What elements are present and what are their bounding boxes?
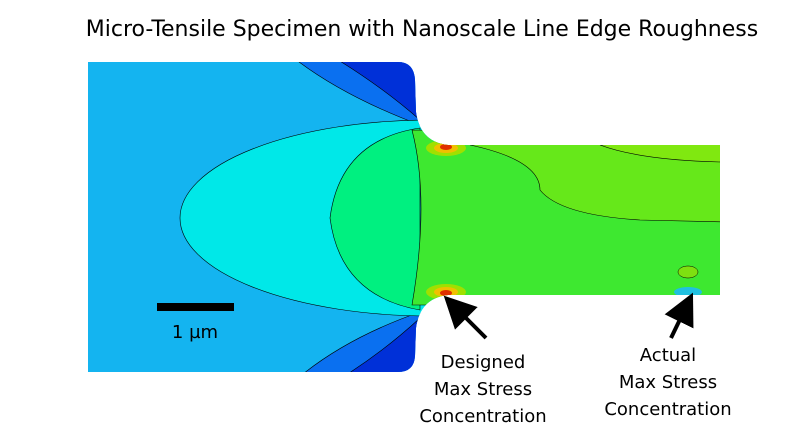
annotation-line: Designed [441,352,526,373]
annotation-line: Max Stress [619,372,717,393]
arrow [664,292,694,339]
annotation-line: Concentration [419,406,546,427]
annotation-line: Concentration [604,399,731,420]
arrow [443,295,488,340]
scale-bar [157,303,234,311]
annotation-line: Max Stress [434,379,532,400]
annotation-line: Actual [640,345,696,366]
scale-label: 1 µm [172,322,218,343]
title: Micro-Tensile Specimen with Nanoscale Li… [86,17,758,42]
